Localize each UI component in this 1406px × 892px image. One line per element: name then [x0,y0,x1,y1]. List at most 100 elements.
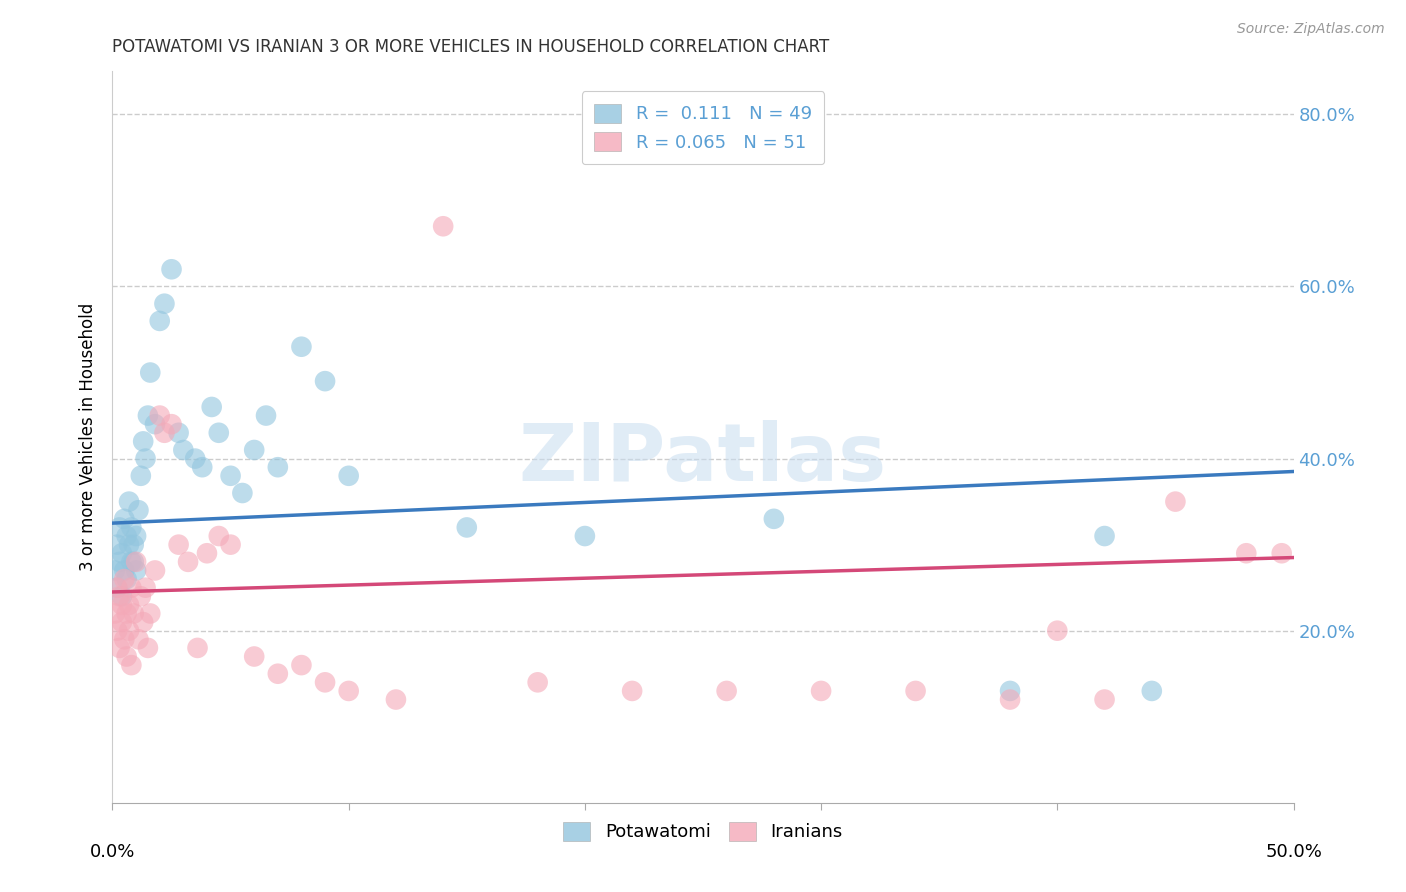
Point [135,581,157,595]
Point [122,555,145,569]
Point [136,640,159,655]
Point [153,425,176,440]
Point [149,314,172,328]
Point [574,529,596,543]
Point [267,460,290,475]
Point [186,640,208,655]
Point [432,219,454,234]
Point [267,666,290,681]
Point [112,512,135,526]
Point [195,546,218,560]
Point [112,632,135,647]
Point [184,451,207,466]
Point [621,684,644,698]
Point [120,658,142,673]
Text: POTAWATOMI VS IRANIAN 3 OR MORE VEHICLES IN HOUSEHOLD CORRELATION CHART: POTAWATOMI VS IRANIAN 3 OR MORE VEHICLES… [112,38,830,56]
Text: Source: ZipAtlas.com: Source: ZipAtlas.com [1237,22,1385,37]
Point [111,546,134,560]
Point [904,684,927,698]
Point [149,409,172,423]
Point [120,581,142,595]
Point [115,649,138,664]
Point [122,538,145,552]
Point [243,442,266,457]
Point [456,520,478,534]
Point [290,658,312,673]
Point [231,486,253,500]
Point [112,572,135,586]
Point [172,442,194,457]
Point [160,417,183,432]
Text: 50.0%: 50.0% [1265,843,1322,861]
Point [105,581,128,595]
Point [118,538,141,552]
Legend: Potawatomi, Iranians: Potawatomi, Iranians [557,814,849,848]
Point [132,615,155,629]
Point [111,615,134,629]
Point [243,649,266,664]
Point [115,529,138,543]
Point [135,451,157,466]
Point [112,564,135,578]
Point [314,374,336,388]
Point [254,409,277,423]
Point [1094,529,1116,543]
Point [105,624,128,638]
Point [105,581,128,595]
Point [129,589,152,603]
Point [115,607,138,621]
Point [762,512,785,526]
Point [314,675,336,690]
Point [208,529,231,543]
Point [104,564,127,578]
Y-axis label: 3 or more Vehicles in Household: 3 or more Vehicles in Household [79,303,97,571]
Point [127,503,149,517]
Point [998,692,1021,706]
Point [1094,692,1116,706]
Point [132,434,155,449]
Point [105,538,128,552]
Point [111,589,134,603]
Point [108,640,131,655]
Point [104,607,127,621]
Point [111,598,134,612]
Point [208,425,231,440]
Point [120,555,142,569]
Text: ZIPatlas: ZIPatlas [519,420,887,498]
Point [115,572,138,586]
Point [125,555,148,569]
Point [337,468,360,483]
Point [108,589,131,603]
Point [129,468,152,483]
Point [191,460,214,475]
Point [1046,624,1069,638]
Point [1140,684,1163,698]
Point [125,529,148,543]
Point [1234,546,1257,560]
Point [219,468,242,483]
Point [143,564,166,578]
Point [201,400,224,414]
Point [177,555,200,569]
Point [385,692,408,706]
Point [122,607,145,621]
Point [108,555,131,569]
Point [526,675,548,690]
Point [118,494,141,508]
Point [118,624,141,638]
Point [167,538,190,552]
Point [716,684,738,698]
Point [143,417,166,432]
Point [136,409,159,423]
Point [139,607,162,621]
Point [118,598,141,612]
Point [290,340,312,354]
Point [810,684,832,698]
Point [108,520,131,534]
Point [1271,546,1294,560]
Point [153,296,176,310]
Point [219,538,242,552]
Point [160,262,183,277]
Point [998,684,1021,698]
Point [1164,494,1187,508]
